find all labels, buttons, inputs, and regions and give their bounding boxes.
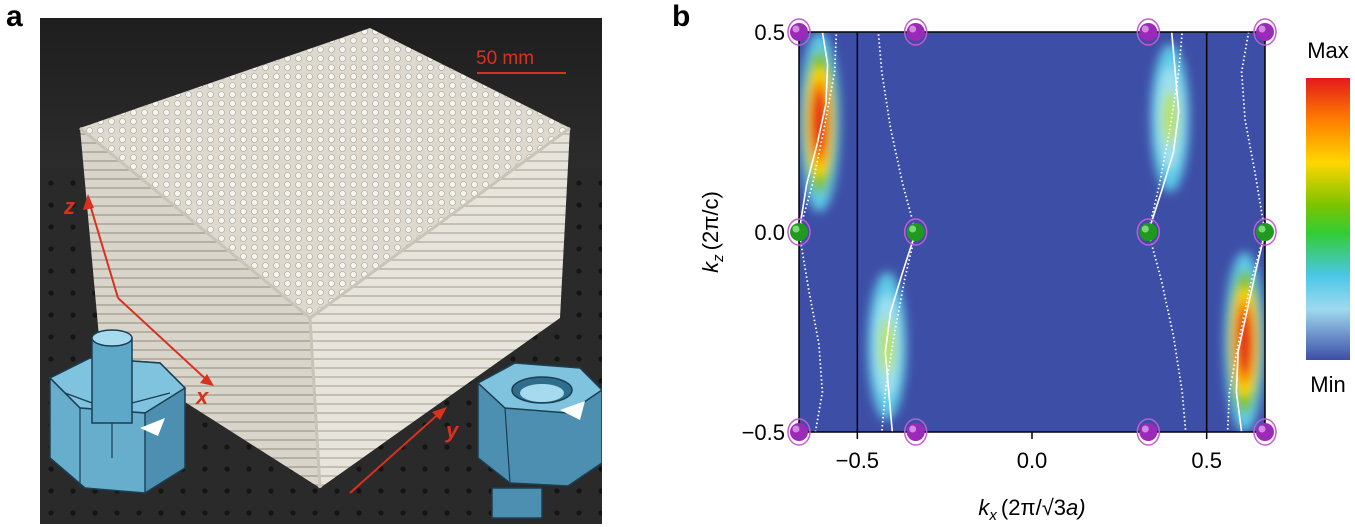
y-tick-label-1: 0.0 bbox=[754, 220, 785, 245]
sample-photo: 50 mm z x y bbox=[40, 18, 602, 524]
intensity-right-upper-layer-2 bbox=[1162, 89, 1178, 147]
weyl-point-purple-6-highlight bbox=[1141, 425, 1149, 433]
x-axis-unit-b: √3 bbox=[1042, 495, 1066, 520]
weyl-point-purple-3-highlight bbox=[1258, 25, 1266, 33]
solid-curve-3 bbox=[1235, 231, 1265, 432]
weyl-point-green-0-ring bbox=[787, 218, 811, 246]
y-axis-var: k bbox=[698, 261, 723, 273]
intensity-right-lower-layer-4 bbox=[1237, 309, 1252, 375]
colorbar-min-label: Min bbox=[1310, 372, 1345, 397]
weyl-point-green-2-ring bbox=[1136, 218, 1161, 246]
axis-z-label: z bbox=[63, 194, 75, 219]
weyl-point-purple-0-ring bbox=[787, 18, 811, 46]
solid-curve-1 bbox=[884, 231, 917, 432]
panel-b-label: b bbox=[672, 0, 691, 33]
colorbar bbox=[1306, 78, 1350, 360]
weyl-point-purple-0-highlight bbox=[792, 25, 800, 33]
unit-cell-hole-illustration bbox=[476, 362, 602, 519]
weyl-point-purple-7-ring bbox=[1253, 418, 1277, 446]
weyl-point-purple-2 bbox=[1139, 23, 1158, 41]
weyl-point-green-3-ring bbox=[1253, 218, 1277, 246]
colorbar-max-label: Max bbox=[1307, 38, 1349, 63]
x-axis-var: k bbox=[978, 495, 990, 520]
lattice-left-face bbox=[80, 128, 320, 488]
heatmap-plot: −0.5 0.0 0.5−0.50.00.5 Max Min kx (2π/√3a) … bbox=[698, 18, 1350, 524]
dotted-curve-6 bbox=[1240, 32, 1265, 233]
dotted-curve-5 bbox=[1147, 231, 1187, 432]
weyl-point-purple-0 bbox=[790, 23, 808, 41]
x-tick-label-0: −0.5 bbox=[836, 448, 879, 473]
weyl-point-purple-3 bbox=[1256, 23, 1274, 41]
weyl-point-green-0 bbox=[790, 223, 808, 241]
weyl-point-purple-2-ring bbox=[1136, 18, 1161, 46]
x-tick-label-2: 0.5 bbox=[1191, 448, 1222, 473]
solid-curve-0 bbox=[799, 32, 829, 233]
weyl-point-purple-6-ring bbox=[1136, 418, 1161, 446]
weyl-point-green-2 bbox=[1139, 223, 1158, 241]
weyl-point-green-3 bbox=[1256, 223, 1274, 241]
panel-a-label: a bbox=[6, 0, 23, 33]
weyl-point-green-1-ring bbox=[903, 218, 928, 246]
y-tick-label-2: 0.5 bbox=[754, 20, 785, 45]
weyl-point-purple-2-highlight bbox=[1141, 25, 1149, 33]
weyl-point-purple-1 bbox=[906, 23, 925, 41]
weyl-point-purple-1-highlight bbox=[909, 25, 917, 33]
coordinate-axes bbox=[83, 194, 447, 494]
lattice-right-face bbox=[310, 128, 570, 488]
x-axis-unit-a: (2π/ bbox=[1001, 495, 1043, 520]
weyl-point-purple-4 bbox=[790, 423, 808, 441]
weyl-point-purple-5-highlight bbox=[909, 425, 917, 433]
unit-cell-pillar-illustration bbox=[48, 329, 187, 494]
weyl-point-purple-5-ring bbox=[903, 418, 928, 446]
x-axis-sub: x bbox=[988, 507, 997, 524]
plot-background bbox=[799, 32, 1265, 432]
weyl-point-green-1 bbox=[906, 223, 925, 241]
weyl-point-purple-6 bbox=[1139, 423, 1158, 441]
weyl-point-purple-7-highlight bbox=[1258, 425, 1266, 433]
weyl-point-green-1-highlight bbox=[909, 225, 917, 233]
dotted-curve-4 bbox=[1147, 32, 1184, 233]
dotted-curve-7 bbox=[1226, 231, 1265, 432]
intensity-left-upper-layer-4 bbox=[812, 89, 827, 155]
x-tick-label-1: 0.0 bbox=[1017, 448, 1048, 473]
dotted-curve-0 bbox=[799, 32, 838, 233]
y-axis-title: kz (2π/c) bbox=[698, 191, 727, 273]
weyl-point-green-2-highlight bbox=[1141, 225, 1149, 233]
plot-clip-group bbox=[799, 32, 1265, 432]
x-axis-title: kx (2π/√3a) bbox=[978, 495, 1085, 524]
weyl-point-purple-3-ring bbox=[1253, 18, 1277, 46]
intensity-blobs bbox=[799, 32, 1265, 432]
solid-curve-2 bbox=[1147, 32, 1180, 233]
weyl-point-purple-1-ring bbox=[903, 18, 928, 46]
y-axis-unit: (2π/c) bbox=[698, 191, 723, 250]
weyl-point-purple-4-ring bbox=[787, 418, 811, 446]
dotted-curve-3 bbox=[880, 231, 917, 432]
dotted-curve-2 bbox=[877, 32, 917, 233]
weyl-point-purple-4-highlight bbox=[792, 425, 800, 433]
weyl-point-green-3-highlight bbox=[1258, 225, 1266, 233]
intensity-left-lower-layer-2 bbox=[879, 317, 895, 375]
axis-y-label: y bbox=[445, 418, 460, 443]
y-axis-sub: z bbox=[710, 254, 727, 263]
weyl-point-purple-5 bbox=[906, 423, 925, 441]
dotted-curve-1 bbox=[799, 231, 824, 432]
lattice-top-face bbox=[80, 28, 570, 318]
y-tick-label-0: −0.5 bbox=[742, 420, 785, 445]
x-axis-unit-c: a) bbox=[1066, 495, 1086, 520]
axis-x-label: x bbox=[195, 384, 209, 409]
scale-bar-label: 50 mm bbox=[476, 48, 534, 69]
weyl-point-green-0-highlight bbox=[792, 225, 800, 233]
weyl-point-purple-7 bbox=[1256, 423, 1274, 441]
